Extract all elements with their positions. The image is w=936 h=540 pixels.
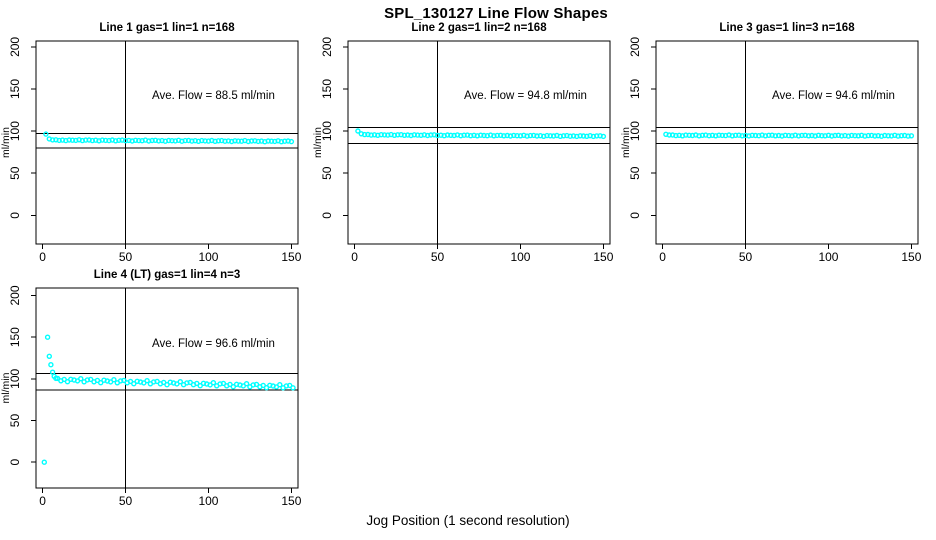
x-tick-label: 100 — [510, 250, 530, 264]
x-tick-label: 150 — [593, 250, 613, 264]
ave-flow-annotation: Ave. Flow = 96.6 ml/min — [152, 338, 275, 350]
x-tick-label: 100 — [818, 250, 838, 264]
panel-title-line-1: Line 1 gas=1 lin=1 n=168 — [99, 22, 235, 34]
y-tick-label: 50 — [8, 166, 22, 180]
y-tick-label: 200 — [8, 37, 22, 57]
x-tick-label: 50 — [119, 250, 133, 264]
y-tick-label: 200 — [628, 37, 642, 57]
ave-flow-annotation: Ave. Flow = 94.6 ml/min — [772, 90, 895, 102]
y-tick-label: 100 — [628, 121, 642, 141]
x-tick-label: 150 — [281, 250, 301, 264]
y-tick-label: 50 — [628, 166, 642, 180]
ave-flow-annotation: Ave. Flow = 94.8 ml/min — [464, 90, 587, 102]
y-axis-label: ml/min — [620, 127, 632, 158]
plot-line-2: 0 50 100 150 0 50 100 150 200 ml/min Ave. Flow = 9… — [312, 37, 614, 264]
data-points — [663, 131, 915, 139]
data-points — [43, 131, 295, 145]
data-points — [41, 334, 296, 465]
y-axis-label: ml/min — [312, 127, 324, 158]
plot-line-3: 0 50 100 150 0 50 100 150 200 ml/min Ave. Flow = 9… — [620, 37, 922, 264]
y-tick-label: 200 — [320, 37, 334, 57]
data-points — [355, 128, 607, 140]
y-tick-label: 100 — [320, 121, 334, 141]
figure-title: SPL_130127 Line Flow Shapes — [384, 5, 608, 22]
plot-box — [347, 40, 611, 245]
plot-box — [35, 40, 299, 245]
x-tick-label: 0 — [351, 250, 358, 264]
panel-line-4: 0 50 100 150 0 50 100 150 200 ml/min Ave. Flow = 9… — [0, 267, 312, 516]
y-tick-label: 150 — [8, 79, 22, 99]
plot-box — [655, 40, 919, 245]
ave-flow-annotation: Ave. Flow = 88.5 ml/min — [152, 90, 275, 102]
x-tick-label: 100 — [198, 494, 218, 508]
y-tick-label: 50 — [8, 414, 22, 428]
plot-box — [35, 287, 299, 489]
panel-line-3: 0 50 100 150 0 50 100 150 200 ml/min Ave. Flow = 9… — [620, 20, 936, 268]
y-tick-label: 100 — [8, 369, 22, 389]
y-tick-label: 100 — [8, 121, 22, 141]
x-axis-label: Jog Position (1 second resolution) — [366, 513, 570, 528]
y-tick-label: 150 — [320, 79, 334, 99]
x-tick-label: 0 — [39, 250, 46, 264]
panel-title-line-2: Line 2 gas=1 lin=2 n=168 — [411, 22, 547, 34]
x-tick-label: 50 — [119, 494, 133, 508]
y-tick-label: 50 — [320, 166, 334, 180]
panel-title-line-3: Line 3 gas=1 lin=3 n=168 — [719, 22, 855, 34]
y-tick-label: 0 — [320, 212, 334, 219]
y-tick-label: 150 — [628, 79, 642, 99]
y-tick-label: 0 — [628, 212, 642, 219]
panel-title-line-4: Line 4 (LT) gas=1 lin=4 n=3 — [93, 269, 241, 281]
y-axis-label: ml/min — [0, 372, 12, 403]
x-tick-label: 0 — [39, 494, 46, 508]
y-axis-label: ml/min — [0, 127, 12, 158]
x-tick-label: 50 — [431, 250, 445, 264]
y-tick-label: 150 — [8, 327, 22, 347]
x-tick-label: 100 — [198, 250, 218, 264]
x-tick-label: 150 — [901, 250, 921, 264]
y-tick-label: 0 — [8, 459, 22, 466]
y-tick-label: 200 — [8, 285, 22, 305]
plot-line-1: 0 50 100 150 0 50 100 150 200 ml/min Ave. Flow = 8… — [0, 37, 302, 264]
panel-line-1: 0 50 100 150 0 50 100 150 200 ml/min Ave. Flow = 8… — [0, 20, 312, 268]
panel-line-2: 0 50 100 150 0 50 100 150 200 ml/min Ave. Flow = 9… — [312, 20, 620, 268]
x-tick-label: 50 — [739, 250, 753, 264]
y-tick-label: 0 — [8, 212, 22, 219]
x-tick-label: 150 — [281, 494, 301, 508]
x-tick-label: 0 — [659, 250, 666, 264]
plot-line-4: 0 50 100 150 0 50 100 150 200 ml/min Ave. Flow = 9… — [0, 285, 302, 508]
